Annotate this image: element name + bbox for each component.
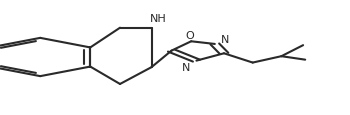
Text: N: N bbox=[182, 62, 190, 72]
Text: O: O bbox=[185, 31, 194, 41]
Text: N: N bbox=[221, 34, 230, 44]
Text: NH: NH bbox=[149, 14, 166, 24]
